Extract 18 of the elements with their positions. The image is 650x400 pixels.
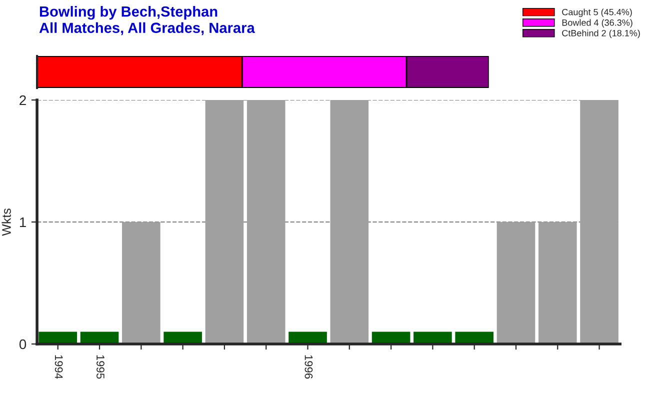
x-tick-label: 1996 (304, 355, 313, 379)
legend-label: CtBehind 2 (18.1%) (562, 30, 640, 38)
bar (538, 222, 577, 344)
bar (122, 222, 160, 344)
y-tick-label: 0 (19, 339, 26, 350)
bar (205, 100, 244, 344)
x-tick-label: 1995 (96, 355, 104, 379)
bar (246, 100, 286, 344)
chart-title: Bowling by Bech,Stephan All Matches, All Grades, Narara (39, 6, 255, 36)
x-tick-label: 1994 (54, 355, 63, 379)
y-tick-label: 1 (20, 217, 26, 228)
y-axis-title: Wkts (2, 208, 11, 236)
legend-label: Caught 5 (45.4%) (562, 8, 632, 18)
y-tick-label: 2 (20, 95, 26, 106)
bar (496, 222, 536, 344)
bar (580, 100, 618, 344)
bar (330, 100, 369, 344)
legend-label: Bowled 4 (36.3%) (562, 19, 632, 28)
